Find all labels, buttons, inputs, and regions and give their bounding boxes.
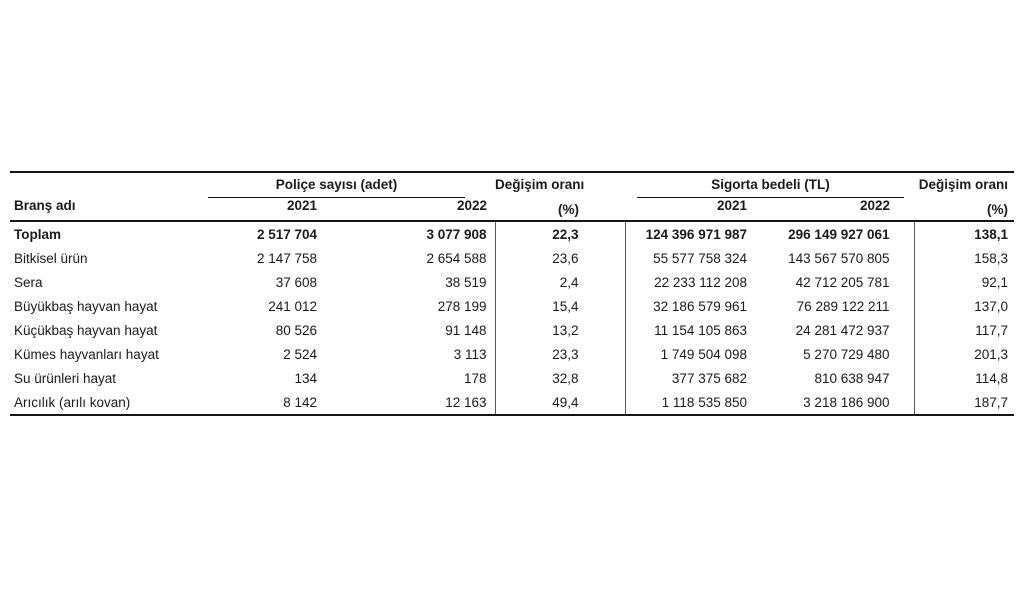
cell-sigorta-degisim: 117,7: [913, 318, 1015, 342]
cell-sigorta-2022: 810 638 947: [814, 370, 890, 386]
cell-sigorta-2021: 1 118 535 850: [661, 394, 747, 410]
cell-sigorta-degisim: 201,3: [913, 342, 1015, 366]
table-row: Toplam 2 517 704 3 077 908 22,3 124 396 971 …: [10, 221, 1015, 246]
cell-sigorta-2021: 11 154 105 863: [654, 322, 747, 338]
table-row: Kümes hayvanları hayat 2 524 3 113 23,3 1 74…: [10, 342, 1015, 366]
table-row: Büyükbaş hayvan hayat 241 012 278 199 15,4 3…: [10, 294, 1015, 318]
cell-police-degisim: 15,4: [494, 294, 626, 318]
cell-police-degisim: 22,3: [494, 221, 626, 246]
cell-sigorta-2022: 24 281 472 937: [795, 322, 890, 338]
degisim-orani-label: Değişim oranı: [495, 177, 585, 192]
cell-sigorta-2021: 377 375 682: [671, 370, 747, 386]
cell-brans-adi: Su ürünleri hayat: [14, 370, 117, 386]
table-row: Sera 37 608 38 519 2,4 22 233 112 208 42 712 …: [10, 270, 1015, 294]
cell-police-degisim: 23,3: [494, 342, 626, 366]
year-header-sigorta-2021: 2021: [716, 198, 747, 213]
sigorta-bedeli-label: Sigorta bedeli (TL): [637, 177, 905, 198]
cell-police-degisim: 49,4: [494, 390, 626, 415]
column-header-degisim-orani-police: Değişim oranı (%): [495, 172, 625, 221]
cell-police-2022: 38 519: [445, 274, 487, 290]
police-sayisi-label: Poliçe sayısı (adet): [208, 177, 465, 198]
cell-police-degisim: 2,4: [494, 270, 626, 294]
cell-police-degisim: 32,8: [494, 366, 626, 390]
cell-police-2022: 91 148: [445, 322, 487, 338]
cell-sigorta-degisim: 187,7: [913, 390, 1015, 415]
cell-brans-adi: Büyükbaş hayvan hayat: [14, 298, 158, 314]
cell-sigorta-2022: 296 149 927 061: [788, 226, 890, 242]
table-row: Küçükbaş hayvan hayat 80 526 91 148 13,2 11 …: [10, 318, 1015, 342]
cell-police-degisim: 23,6: [494, 246, 626, 270]
cell-police-2021: 2 517 704: [256, 226, 317, 242]
table-row: Su ürünleri hayat 134 178 32,8 377 375 682 81…: [10, 366, 1015, 390]
cell-sigorta-2021: 32 186 579 961: [653, 298, 747, 314]
column-group-sigorta-bedeli: Sigorta bedeli (TL): [625, 172, 914, 198]
cell-sigorta-degisim: 92,1: [913, 270, 1015, 294]
cell-sigorta-2022: 3 218 186 900: [803, 394, 890, 410]
cell-brans-adi: Kümes hayvanları hayat: [14, 346, 159, 362]
table-row: Arıcılık (arılı kovan) 8 142 12 163 49,4 1 1…: [10, 390, 1015, 415]
header-group-row: Branş adı Poliçe sayısı (adet) Değişim o…: [10, 172, 1014, 217]
cell-police-2021: 8 142: [283, 394, 317, 410]
year-header-police-2021: 2021: [286, 198, 317, 213]
cell-police-2021: 37 608: [275, 274, 317, 290]
header-year-row: 2021 2022 2021 2022: [10, 198, 1014, 221]
cell-police-2021: 80 526: [275, 322, 317, 338]
cell-sigorta-degisim: 158,3: [913, 246, 1015, 270]
cell-police-2022: 3 077 908: [426, 226, 487, 242]
cell-sigorta-2022: 76 289 122 211: [796, 298, 890, 314]
cell-brans-adi: Arıcılık (arılı kovan): [14, 394, 131, 410]
cell-sigorta-2021: 124 396 971 987: [645, 226, 747, 242]
table-body: Toplam 2 517 704 3 077 908 22,3 124 396 971 …: [10, 221, 1015, 415]
cell-sigorta-degisim: 137,0: [913, 294, 1015, 318]
cell-sigorta-2021: 55 577 758 324: [653, 250, 747, 266]
cell-police-2022: 12 163: [445, 394, 487, 410]
cell-police-2022: 178: [463, 370, 487, 386]
percent-unit-label: (%): [987, 202, 1009, 217]
year-header-police-2022: 2022: [456, 198, 487, 213]
cell-police-2021: 2 147 758: [256, 250, 317, 266]
cell-police-2022: 2 654 588: [426, 250, 487, 266]
cell-police-2021: 134: [294, 370, 317, 386]
cell-sigorta-2022: 42 712 205 781: [795, 274, 890, 290]
cell-sigorta-2022: 5 270 729 480: [803, 346, 890, 362]
cell-police-2022: 278 199: [437, 298, 487, 314]
cell-sigorta-2021: 1 749 504 098: [660, 346, 747, 362]
cell-brans-adi: Toplam: [14, 226, 61, 242]
table-header: Branş adı Poliçe sayısı (adet) Değişim o…: [10, 172, 1015, 221]
cell-police-2021: 2 524: [283, 346, 317, 362]
cell-sigorta-2022: 143 567 570 805: [788, 250, 890, 266]
statistics-table-container: Branş adı Poliçe sayısı (adet) Değişim o…: [10, 171, 1015, 416]
cell-police-degisim: 13,2: [494, 318, 626, 342]
brans-adi-label: Branş adı: [14, 198, 76, 213]
column-group-police-sayisi: Poliçe sayısı (adet): [200, 172, 495, 198]
degisim-orani-label: Değişim oranı: [918, 177, 1009, 192]
cell-brans-adi: Bitkisel ürün: [14, 250, 88, 266]
cell-brans-adi: Küçükbaş hayvan hayat: [14, 322, 158, 338]
table-row: Bitkisel ürün 2 147 758 2 654 588 23,6 55 57…: [10, 246, 1015, 270]
cell-sigorta-2021: 22 233 112 208: [654, 274, 747, 290]
percent-unit-label: (%): [558, 202, 579, 217]
cell-police-2022: 3 113: [453, 346, 487, 362]
year-header-sigorta-2022: 2022: [859, 198, 891, 213]
cell-brans-adi: Sera: [14, 274, 43, 290]
cell-sigorta-degisim: 138,1: [913, 221, 1015, 246]
cell-sigorta-degisim: 114,8: [913, 366, 1015, 390]
column-header-degisim-orani-sigorta: Değişim oranı (%): [914, 172, 1014, 221]
cell-police-2021: 241 012: [268, 298, 317, 314]
column-header-brans-adi: Branş adı: [10, 172, 200, 221]
insurance-statistics-table: Branş adı Poliçe sayısı (adet) Değişim o…: [10, 171, 1015, 416]
